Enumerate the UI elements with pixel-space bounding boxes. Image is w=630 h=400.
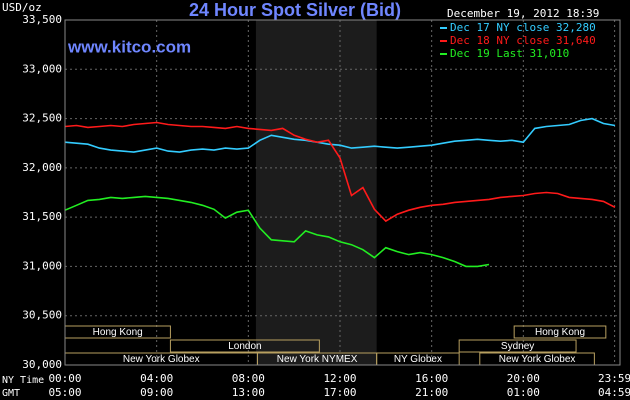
x-tick-label-gmt: 04:59 — [598, 386, 630, 399]
x-tick-label: 23:59 — [598, 372, 630, 385]
legend-label: Dec 17 NY close 32,280 — [450, 21, 596, 34]
session-label: New York Globex — [499, 354, 576, 365]
x-tick-label: 00:00 — [48, 372, 81, 385]
x-tick-label-gmt: 17:00 — [323, 386, 356, 399]
legend-label: Dec 18 NY close 31,640 — [450, 34, 596, 47]
y-tick-label: 30,500 — [22, 309, 62, 322]
timestamp: December 19, 2012 18:39 — [447, 7, 599, 20]
session-bar — [458, 339, 577, 353]
x-tick-label-gmt: 09:00 — [140, 386, 173, 399]
session-bar — [513, 325, 607, 339]
chart-title: 24 Hour Spot Silver (Bid) — [189, 0, 401, 20]
y-axis-label: USD/oz — [2, 1, 42, 14]
y-tick-label: 31,500 — [22, 210, 62, 223]
x-tick-label-gmt: 13:00 — [232, 386, 265, 399]
y-tick-label: 30,000 — [22, 358, 62, 371]
legend-label: Dec 19 Last 31,010 — [450, 47, 569, 60]
x-tick-label: 08:00 — [232, 372, 265, 385]
x-tick-label: 04:00 — [140, 372, 173, 385]
x-row-label: GMT — [2, 388, 20, 399]
x-tick-label: 20:00 — [507, 372, 540, 385]
session-label: NY Globex — [394, 354, 442, 365]
series-line — [64, 195, 490, 268]
session-label: London — [228, 341, 261, 352]
x-tick-label-gmt: 05:00 — [48, 386, 81, 399]
session-label: Sydney — [501, 341, 534, 352]
y-tick-label: 31,000 — [22, 259, 62, 272]
plot-frame — [64, 19, 621, 366]
session-label: Hong Kong — [535, 327, 585, 338]
y-tick-label: 32,500 — [22, 112, 62, 125]
x-tick-label: 16:00 — [415, 372, 448, 385]
series-line — [64, 121, 616, 223]
session-label: New York NYMEX — [277, 354, 358, 365]
x-tick-label-gmt: 21:00 — [415, 386, 448, 399]
y-tick-label: 32,000 — [22, 161, 62, 174]
y-tick-label: 33,500 — [22, 13, 62, 26]
watermark: www.kitco.com — [67, 37, 191, 56]
shaded-region — [255, 20, 377, 365]
x-tick-label-gmt: 01:00 — [507, 386, 540, 399]
session-label: New York Globex — [123, 354, 200, 365]
x-row-label: NY Time — [2, 375, 44, 386]
series-line — [64, 117, 616, 153]
session-label: Hong Kong — [93, 327, 143, 338]
x-tick-label: 12:00 — [323, 372, 356, 385]
session-bar — [169, 339, 320, 353]
y-tick-label: 33,000 — [22, 62, 62, 75]
